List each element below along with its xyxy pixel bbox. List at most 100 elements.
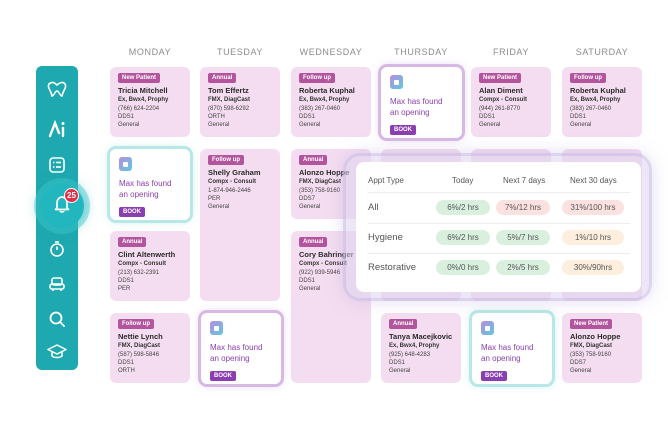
next-7-days-value: 5%/7 hrs (496, 230, 550, 245)
book-button[interactable]: BOOK (390, 125, 416, 135)
max-text-line2: an opening (210, 354, 250, 363)
max-opening-card[interactable]: Max has found an opening BOOK (472, 313, 552, 384)
column-header-today: Today (452, 176, 474, 185)
max-opening-card[interactable]: Max has found an opening BOOK (381, 67, 462, 138)
appointment-tag: Annual (389, 319, 418, 329)
appointment-tag: New Patient (118, 73, 161, 83)
stopwatch-icon[interactable] (36, 234, 78, 264)
max-text-line1: Max has found (481, 343, 534, 352)
next-7-days-value: 2%/5 hrs (496, 260, 550, 275)
patient-name: Cory Bahringer (299, 250, 354, 259)
procedure: Ex, Bwx4, Prophy (118, 97, 169, 103)
appointment-category: General (299, 204, 321, 210)
next-30-days-value: 30%/90hrs (562, 260, 624, 275)
max-assistant-icon (119, 157, 132, 171)
appointment-tag: Follow up (570, 73, 606, 83)
appointment-card[interactable]: Follow up Shelly Graham Compx - Consult … (200, 149, 280, 301)
max-text-line1: Max has found (119, 179, 172, 188)
appointment-category: General (208, 122, 230, 128)
sidebar: 25 (36, 66, 84, 370)
notification-count-badge: 25 (64, 188, 79, 203)
tooth-logo-icon[interactable] (36, 74, 78, 104)
phone: (383) 267-0460 (299, 106, 341, 112)
appointment-card[interactable]: New Patient Alonzo Hoppe FMX, DiagCast (… (562, 313, 642, 383)
divider (368, 192, 630, 193)
appointment-card[interactable]: Annual Clint Altenwerth Compx - Consult … (110, 231, 190, 301)
procedure: Compx - Consult (208, 179, 256, 185)
availability-popup: Appt Type Today Next 7 days Next 30 days… (356, 162, 641, 292)
appointment-category: General (479, 122, 501, 128)
book-button[interactable]: BOOK (481, 371, 507, 381)
phone: (213) 632-2391 (118, 270, 160, 276)
max-opening-card[interactable]: Max has found an opening BOOK (110, 149, 190, 220)
procedure: Compx - Consult (299, 261, 347, 267)
appointment-card[interactable]: Follow up Roberta Kuphal Ex, Bwx4, Proph… (562, 67, 642, 137)
appointment-category: General (118, 122, 140, 128)
provider: DDS1 (118, 114, 135, 120)
patient-name: Nettie Lynch (118, 332, 163, 341)
checklist-icon[interactable] (36, 150, 78, 180)
appointment-category: General (389, 368, 411, 374)
max-text-line1: Max has found (210, 343, 263, 352)
column-header-appt-type: Appt Type (368, 176, 404, 185)
max-text-line2: an opening (390, 108, 430, 117)
appointment-card[interactable]: Annual Tanya Macejkovic Ex, Bwx4, Prophy… (381, 313, 461, 383)
appointment-tag: Annual (299, 155, 328, 165)
day-header-wednesday: WEDNESDAY (299, 47, 363, 57)
provider: DDS7 (570, 360, 587, 366)
appointment-category: General (299, 286, 321, 292)
next-7-days-value: 7%/12 hrs (496, 200, 550, 215)
max-assistant-icon (390, 75, 403, 89)
today-value: 0%/0 hrs (436, 260, 490, 275)
patient-name: Alan Diment (479, 86, 523, 95)
provider: DDS1 (389, 360, 406, 366)
appointment-category: General (570, 122, 592, 128)
max-assistant-icon (481, 321, 494, 335)
day-header-monday: MONDAY (128, 47, 172, 57)
next-30-days-value: 1%/10 hrs (562, 230, 624, 245)
day-header-friday: FRIDAY (493, 47, 529, 57)
provider: DDS1 (479, 114, 496, 120)
procedure: FMX, DiagCast (118, 343, 161, 349)
appointment-card[interactable]: New Patient Alan Diment Compx - Consult … (471, 67, 551, 137)
book-button[interactable]: BOOK (119, 207, 145, 217)
provider: DDS1 (299, 114, 316, 120)
appointment-card[interactable]: Annual Tom Effertz FMX, DiagCast (870) 5… (200, 67, 280, 137)
phone: (870) 598-6292 (208, 106, 250, 112)
patient-name: Clint Altenwerth (118, 250, 176, 259)
provider: DDS1 (299, 278, 316, 284)
divider (368, 253, 630, 254)
row-label-restorative: Restorative (368, 262, 417, 273)
provider: DDS7 (299, 196, 316, 202)
appointment-card[interactable]: New Patient Tricia Mitchell Ex, Bwx4, Pr… (110, 67, 190, 137)
appointment-tag: Follow up (208, 155, 244, 165)
phone: (766) 624-2204 (118, 106, 160, 112)
phone: (925) 648-4283 (389, 352, 431, 358)
appointment-tag: Annual (208, 73, 237, 83)
day-header-saturday: SATURDAY (575, 47, 629, 57)
procedure: Compx - Consult (479, 97, 527, 103)
search-icon[interactable] (36, 304, 78, 334)
appointment-tag: Follow up (299, 73, 335, 83)
book-button[interactable]: BOOK (210, 371, 236, 381)
appointment-category: General (208, 204, 230, 210)
today-value: 6%/2 hrs (436, 230, 490, 245)
chair-icon[interactable] (36, 269, 78, 299)
appointment-card[interactable]: Follow up Roberta Kuphal Ex, Bwx4, Proph… (291, 67, 371, 137)
phone: (944) 261-8770 (479, 106, 521, 112)
graduation-cap-icon[interactable] (36, 336, 78, 366)
patient-name: Tanya Macejkovic (389, 332, 453, 341)
procedure: FMX, DiagCast (570, 343, 613, 349)
appointment-card[interactable]: Follow up Nettie Lynch FMX, DiagCast (58… (110, 313, 190, 383)
appointment-tag: New Patient (570, 319, 613, 329)
day-header-thursday: THURSDAY (394, 47, 448, 57)
appointment-tag: Annual (118, 237, 147, 247)
procedure: FMX, DiagCast (208, 97, 251, 103)
column-header-next-30-days: Next 30 days (570, 176, 617, 185)
ai-icon[interactable] (36, 114, 78, 144)
appointment-card[interactable]: Annual Cory Bahringer Compx - Consult (9… (291, 231, 371, 383)
max-assistant-icon (210, 321, 223, 335)
max-opening-card[interactable]: Max has found an opening BOOK (201, 313, 281, 384)
notifications-button[interactable]: 25 (40, 184, 84, 228)
provider: ORTH (208, 114, 225, 120)
